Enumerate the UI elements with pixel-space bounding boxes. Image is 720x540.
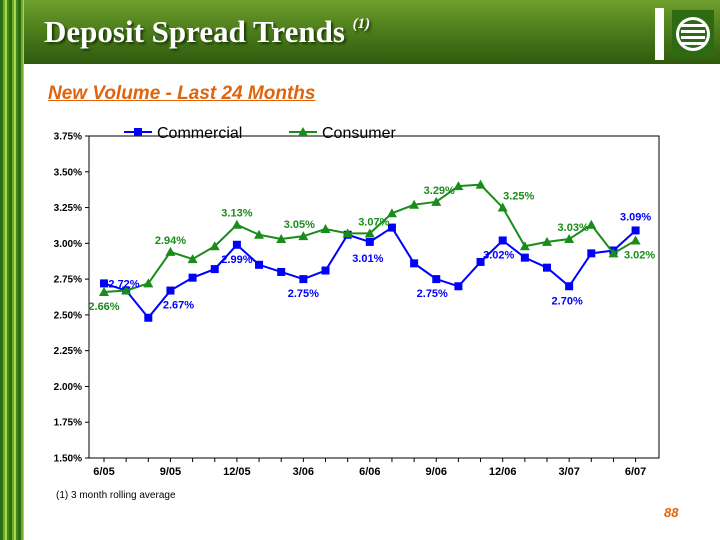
- data-point: [564, 234, 575, 244]
- data-point: [409, 199, 420, 209]
- data-point: [342, 228, 353, 238]
- data-point: [431, 196, 442, 206]
- data-point: [497, 202, 508, 212]
- x-tick-label: 3/06: [293, 466, 314, 478]
- data-point: [231, 219, 242, 229]
- legend-label: Consumer: [322, 125, 396, 142]
- data-point: [255, 260, 264, 269]
- data-point: [276, 234, 287, 244]
- page-title: Deposit Spread Trends (1): [44, 14, 371, 49]
- data-point: [565, 282, 574, 291]
- data-point: [321, 266, 330, 275]
- y-tick-label: 3.50%: [54, 167, 82, 178]
- logo-bar: [655, 8, 664, 60]
- data-label: 3.29%: [424, 185, 455, 197]
- data-point: [630, 235, 641, 245]
- data-point: [587, 249, 596, 258]
- data-label: 3.02%: [624, 249, 655, 261]
- x-tick-label: 9/06: [426, 466, 447, 478]
- x-tick-label: 3/07: [558, 466, 579, 478]
- data-label: 3.13%: [221, 208, 252, 220]
- data-point: [144, 313, 153, 322]
- data-point: [277, 267, 286, 276]
- data-point: [586, 219, 597, 229]
- page-number: 88: [664, 505, 679, 520]
- data-point: [210, 265, 219, 274]
- data-point: [498, 236, 507, 245]
- data-point: [454, 282, 463, 291]
- data-label: 3.07%: [358, 216, 389, 228]
- header-banner: [24, 0, 720, 64]
- data-point: [121, 285, 132, 295]
- data-label: 2.75%: [417, 288, 448, 300]
- data-label: 3.25%: [503, 191, 534, 203]
- data-point: [542, 236, 552, 246]
- data-point: [166, 286, 175, 295]
- data-point: [232, 240, 241, 249]
- y-tick-label: 1.50%: [54, 454, 82, 465]
- data-label: 3.02%: [483, 249, 514, 261]
- title-footnote-marker: (1): [352, 16, 371, 32]
- data-point: [299, 275, 308, 284]
- legend-marker: [134, 128, 142, 136]
- data-label: 3.09%: [620, 211, 651, 223]
- data-point: [143, 278, 154, 288]
- x-tick-label: 6/06: [359, 466, 380, 478]
- x-tick-label: 12/05: [223, 466, 251, 478]
- data-point: [298, 231, 309, 241]
- legend-marker: [298, 127, 308, 136]
- data-label: 2.99%: [221, 254, 252, 266]
- data-point: [320, 224, 331, 234]
- x-tick-label: 12/06: [489, 466, 517, 478]
- data-point: [631, 226, 640, 235]
- data-point: [188, 273, 197, 282]
- data-point: [387, 223, 396, 232]
- data-point: [100, 279, 108, 288]
- data-point: [365, 237, 374, 246]
- data-point: [209, 241, 220, 251]
- x-tick-label: 6/07: [625, 466, 646, 478]
- data-point: [608, 248, 619, 258]
- chart-subtitle: New Volume - Last 24 Months: [48, 83, 316, 104]
- data-label: 3.01%: [352, 253, 383, 265]
- company-logo-icon: [672, 10, 714, 58]
- data-point: [475, 179, 486, 189]
- data-point: [386, 208, 397, 218]
- data-point: [165, 246, 176, 256]
- data-point: [99, 286, 109, 296]
- data-label: 2.94%: [155, 235, 186, 247]
- x-tick-label: 6/05: [93, 466, 114, 478]
- data-label: 3.03%: [558, 222, 589, 234]
- y-tick-label: 3.75%: [54, 132, 82, 143]
- data-point: [476, 257, 485, 266]
- data-label: 2.67%: [163, 300, 194, 312]
- data-point: [364, 228, 375, 238]
- data-label: 2.75%: [288, 288, 319, 300]
- data-point: [254, 229, 265, 239]
- data-point: [543, 263, 551, 272]
- y-tick-label: 2.75%: [54, 275, 82, 286]
- data-point: [187, 254, 198, 264]
- data-point: [520, 253, 529, 262]
- data-label: 3.05%: [284, 219, 315, 231]
- plot-area: [88, 135, 660, 459]
- data-label: 2.70%: [552, 295, 583, 307]
- data-point: [432, 275, 441, 284]
- left-stripe-decoration: [0, 0, 24, 540]
- y-tick-label: 3.25%: [54, 203, 82, 214]
- data-label: 2.72%: [108, 278, 139, 290]
- legend-label: Commercial: [157, 125, 242, 142]
- data-point: [410, 259, 419, 268]
- footnote: (1) 3 month rolling average: [56, 490, 176, 501]
- y-tick-label: 1.75%: [54, 418, 82, 429]
- data-label: 2.66%: [88, 301, 119, 313]
- y-tick-label: 3.00%: [54, 239, 82, 250]
- y-tick-label: 2.00%: [54, 382, 82, 393]
- y-tick-label: 2.50%: [54, 310, 82, 321]
- data-point: [453, 181, 464, 191]
- y-tick-label: 2.25%: [54, 346, 82, 357]
- data-point: [519, 241, 530, 251]
- x-tick-label: 9/05: [160, 466, 181, 478]
